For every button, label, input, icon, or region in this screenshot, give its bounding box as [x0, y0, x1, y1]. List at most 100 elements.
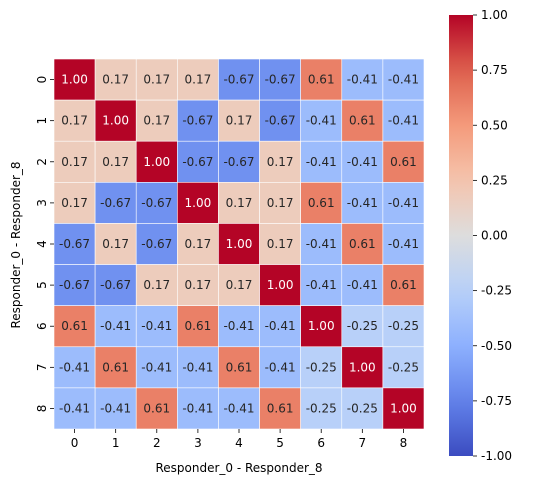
- cell-value-label: -0.41: [141, 319, 172, 333]
- cell-value-label: 0.17: [61, 155, 88, 169]
- heatmap-cell: [382, 346, 425, 389]
- cell-value-label: -0.41: [306, 155, 337, 169]
- heatmap-cell: [341, 264, 384, 306]
- cell-value-label: -0.67: [141, 237, 172, 251]
- y-axis-label: Responder_0 - Responder_8: [9, 161, 23, 328]
- cell-value-label: -0.25: [306, 360, 337, 374]
- heatmap-cell: [135, 58, 178, 101]
- x-axis-ticks: 0 1 2 3 4 5 6 7 8: [71, 429, 408, 450]
- cell-value-label: -0.67: [265, 73, 296, 87]
- heatmap-cell: [94, 223, 137, 265]
- colorbar: 1.00 0.75 0.50 0.25 0.00 -0.25 -0.50 -0.75 -1.00: [449, 8, 512, 463]
- heatmap-cell: [341, 58, 384, 101]
- heatmap-cell: [382, 223, 425, 265]
- cell-value-label: -0.67: [223, 155, 254, 169]
- heatmap-cell: [341, 99, 384, 142]
- cell-value-label: -0.25: [388, 319, 419, 333]
- cell-value-label: 0.61: [226, 360, 253, 374]
- cell-value-label: 0.61: [61, 319, 88, 333]
- heatmap-cell: [94, 387, 137, 430]
- cell-value-label: -0.41: [306, 114, 337, 128]
- cell-value-label: 0.61: [185, 319, 212, 333]
- cell-value-label: 0.17: [185, 278, 212, 292]
- colorbar-tick-label: -1.00: [481, 449, 512, 463]
- cell-value-label: -0.67: [59, 278, 90, 292]
- cell-value-label: 0.17: [143, 278, 170, 292]
- heatmap-cell: [218, 140, 260, 183]
- heatmap-cell: [382, 182, 425, 224]
- y-tick-label: 1: [35, 117, 49, 125]
- heatmap-cell: [382, 99, 425, 142]
- heatmap-cell: [94, 305, 137, 348]
- cell-value-label: -0.67: [265, 114, 296, 128]
- y-tick-label: 3: [35, 199, 49, 207]
- cell-value-label: 0.17: [185, 237, 212, 251]
- cell-value-label: -0.41: [59, 360, 90, 374]
- cell-value-label: -0.67: [59, 237, 90, 251]
- cell-value-label: -0.41: [388, 73, 419, 87]
- cell-value-label: -0.67: [223, 73, 254, 87]
- heatmap-cell: [218, 305, 260, 348]
- cell-value-label: -0.41: [388, 196, 419, 210]
- cell-value-label: 0.17: [226, 278, 253, 292]
- colorbar-tick-label: 0.75: [481, 63, 508, 77]
- cell-value-label: -0.41: [306, 278, 337, 292]
- heatmap-cell: [218, 99, 260, 142]
- heatmap-cell: [94, 182, 137, 224]
- x-tick-label: 0: [71, 436, 79, 450]
- x-axis-label: Responder_0 - Responder_8: [155, 461, 322, 475]
- cell-value-label: -0.41: [347, 196, 378, 210]
- cell-value-label: -0.41: [59, 401, 90, 415]
- cell-value-label: -0.41: [182, 360, 213, 374]
- heatmap-cell: [53, 387, 96, 430]
- colorbar-tick-label: -0.50: [481, 339, 512, 353]
- cell-value-label: 1.00: [390, 401, 417, 415]
- x-tick-label: 6: [317, 436, 325, 450]
- heatmap-cell: [135, 264, 178, 306]
- heatmap-cell: [135, 223, 178, 265]
- heatmap-cell: [94, 140, 137, 183]
- heatmap-cell: [300, 99, 343, 142]
- heatmap-cell: [135, 346, 178, 389]
- heatmap-cell: [300, 305, 343, 348]
- heatmap-cell: [177, 182, 219, 224]
- cell-value-label: 0.61: [349, 114, 376, 128]
- colorbar-tick-label: 0.25: [481, 173, 508, 187]
- heatmap-cell: [218, 346, 260, 389]
- cell-value-label: 1.00: [267, 278, 294, 292]
- cell-value-label: 1.00: [185, 196, 212, 210]
- heatmap-cell: [300, 223, 343, 265]
- colorbar-tick-label: -0.25: [481, 284, 512, 298]
- cell-value-label: -0.67: [100, 196, 131, 210]
- cell-value-label: 0.61: [102, 360, 129, 374]
- cell-value-label: 0.17: [61, 114, 88, 128]
- cell-value-label: 0.17: [226, 196, 253, 210]
- cell-value-label: 0.61: [308, 196, 335, 210]
- cell-value-label: -0.41: [141, 360, 172, 374]
- cell-value-label: -0.67: [182, 114, 213, 128]
- cell-value-label: 0.17: [102, 155, 129, 169]
- cell-value-label: -0.25: [347, 319, 378, 333]
- y-tick-label: 7: [35, 364, 49, 372]
- heatmap-cell: [218, 387, 260, 430]
- y-tick-label: 5: [35, 281, 49, 289]
- cell-value-label: 0.61: [267, 401, 294, 415]
- colorbar-tick-label: -0.75: [481, 394, 512, 408]
- cell-value-label: 0.17: [226, 114, 253, 128]
- cell-value-label: 0.17: [185, 73, 212, 87]
- heatmap-cell: [300, 346, 343, 389]
- heatmap-cell: [382, 387, 425, 430]
- heatmap-cells: 1.00 0.17 0.17 0.17 -0.67 -0.67 0.61 -0.41 -0.41…: [53, 58, 425, 430]
- cell-value-label: 1.00: [102, 114, 129, 128]
- heatmap-cell: [135, 387, 178, 430]
- cell-value-label: 0.17: [267, 196, 294, 210]
- cell-value-label: -0.41: [223, 401, 254, 415]
- heatmap-cell: [300, 140, 343, 183]
- heatmap-cell: [177, 223, 219, 265]
- x-tick-label: 8: [400, 436, 408, 450]
- cell-value-label: 0.61: [308, 73, 335, 87]
- y-tick-label: 2: [35, 158, 49, 166]
- heatmap-cell: [94, 264, 137, 306]
